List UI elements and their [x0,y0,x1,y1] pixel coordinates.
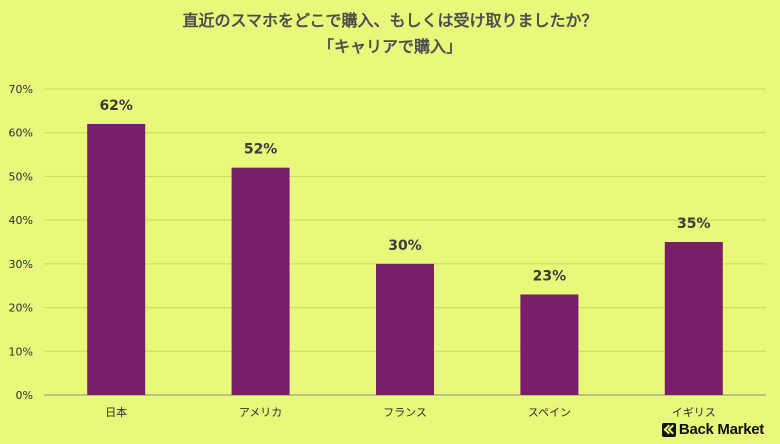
x-tick-label: 日本 [105,405,127,419]
x-tick-label: フランス [383,406,427,419]
label-layer: 0% 10% 20% 30% 40% 50% 60% 70% 62% 日本 52% アメリカ 30% フラ… [9,83,716,419]
data-label: 52% [244,142,278,158]
grid-layer [44,88,766,396]
bar [520,294,579,395]
chart-subtitle: 「キャリアで購入」 [317,37,462,56]
bar [376,263,434,395]
y-tick-label: 10% [9,345,33,358]
chart-title: 直近のスマホをどこで購入、もしくは受け取りましたか？ [182,11,598,30]
data-label: 30% [388,238,422,254]
y-tick-label: 50% [9,170,33,183]
data-label: 35% [677,216,711,232]
y-tick-label: 60% [9,127,33,140]
x-tick-label: スペイン [528,406,571,419]
x-tick-label: イギリス [672,406,716,419]
back-market-logo-icon [661,422,676,437]
y-tick-label: 30% [9,258,33,271]
bar [664,242,723,395]
data-label: 23% [533,268,567,284]
brand-name: Back Market [678,421,764,438]
chart-title-block: 直近のスマホをどこで購入、もしくは受け取りましたか？ 「キャリアで購入」 [0,8,780,60]
bar [231,167,290,395]
y-tick-label: 70% [9,83,33,96]
brand-logo: Back Market [661,421,764,438]
data-label: 62% [99,98,133,114]
y-tick-label: 40% [9,214,33,227]
x-tick-label: アメリカ [239,406,282,419]
y-tick-label: 0% [16,389,33,402]
bar-layer [87,123,723,395]
y-tick-label: 20% [9,302,33,315]
bar [87,123,146,395]
